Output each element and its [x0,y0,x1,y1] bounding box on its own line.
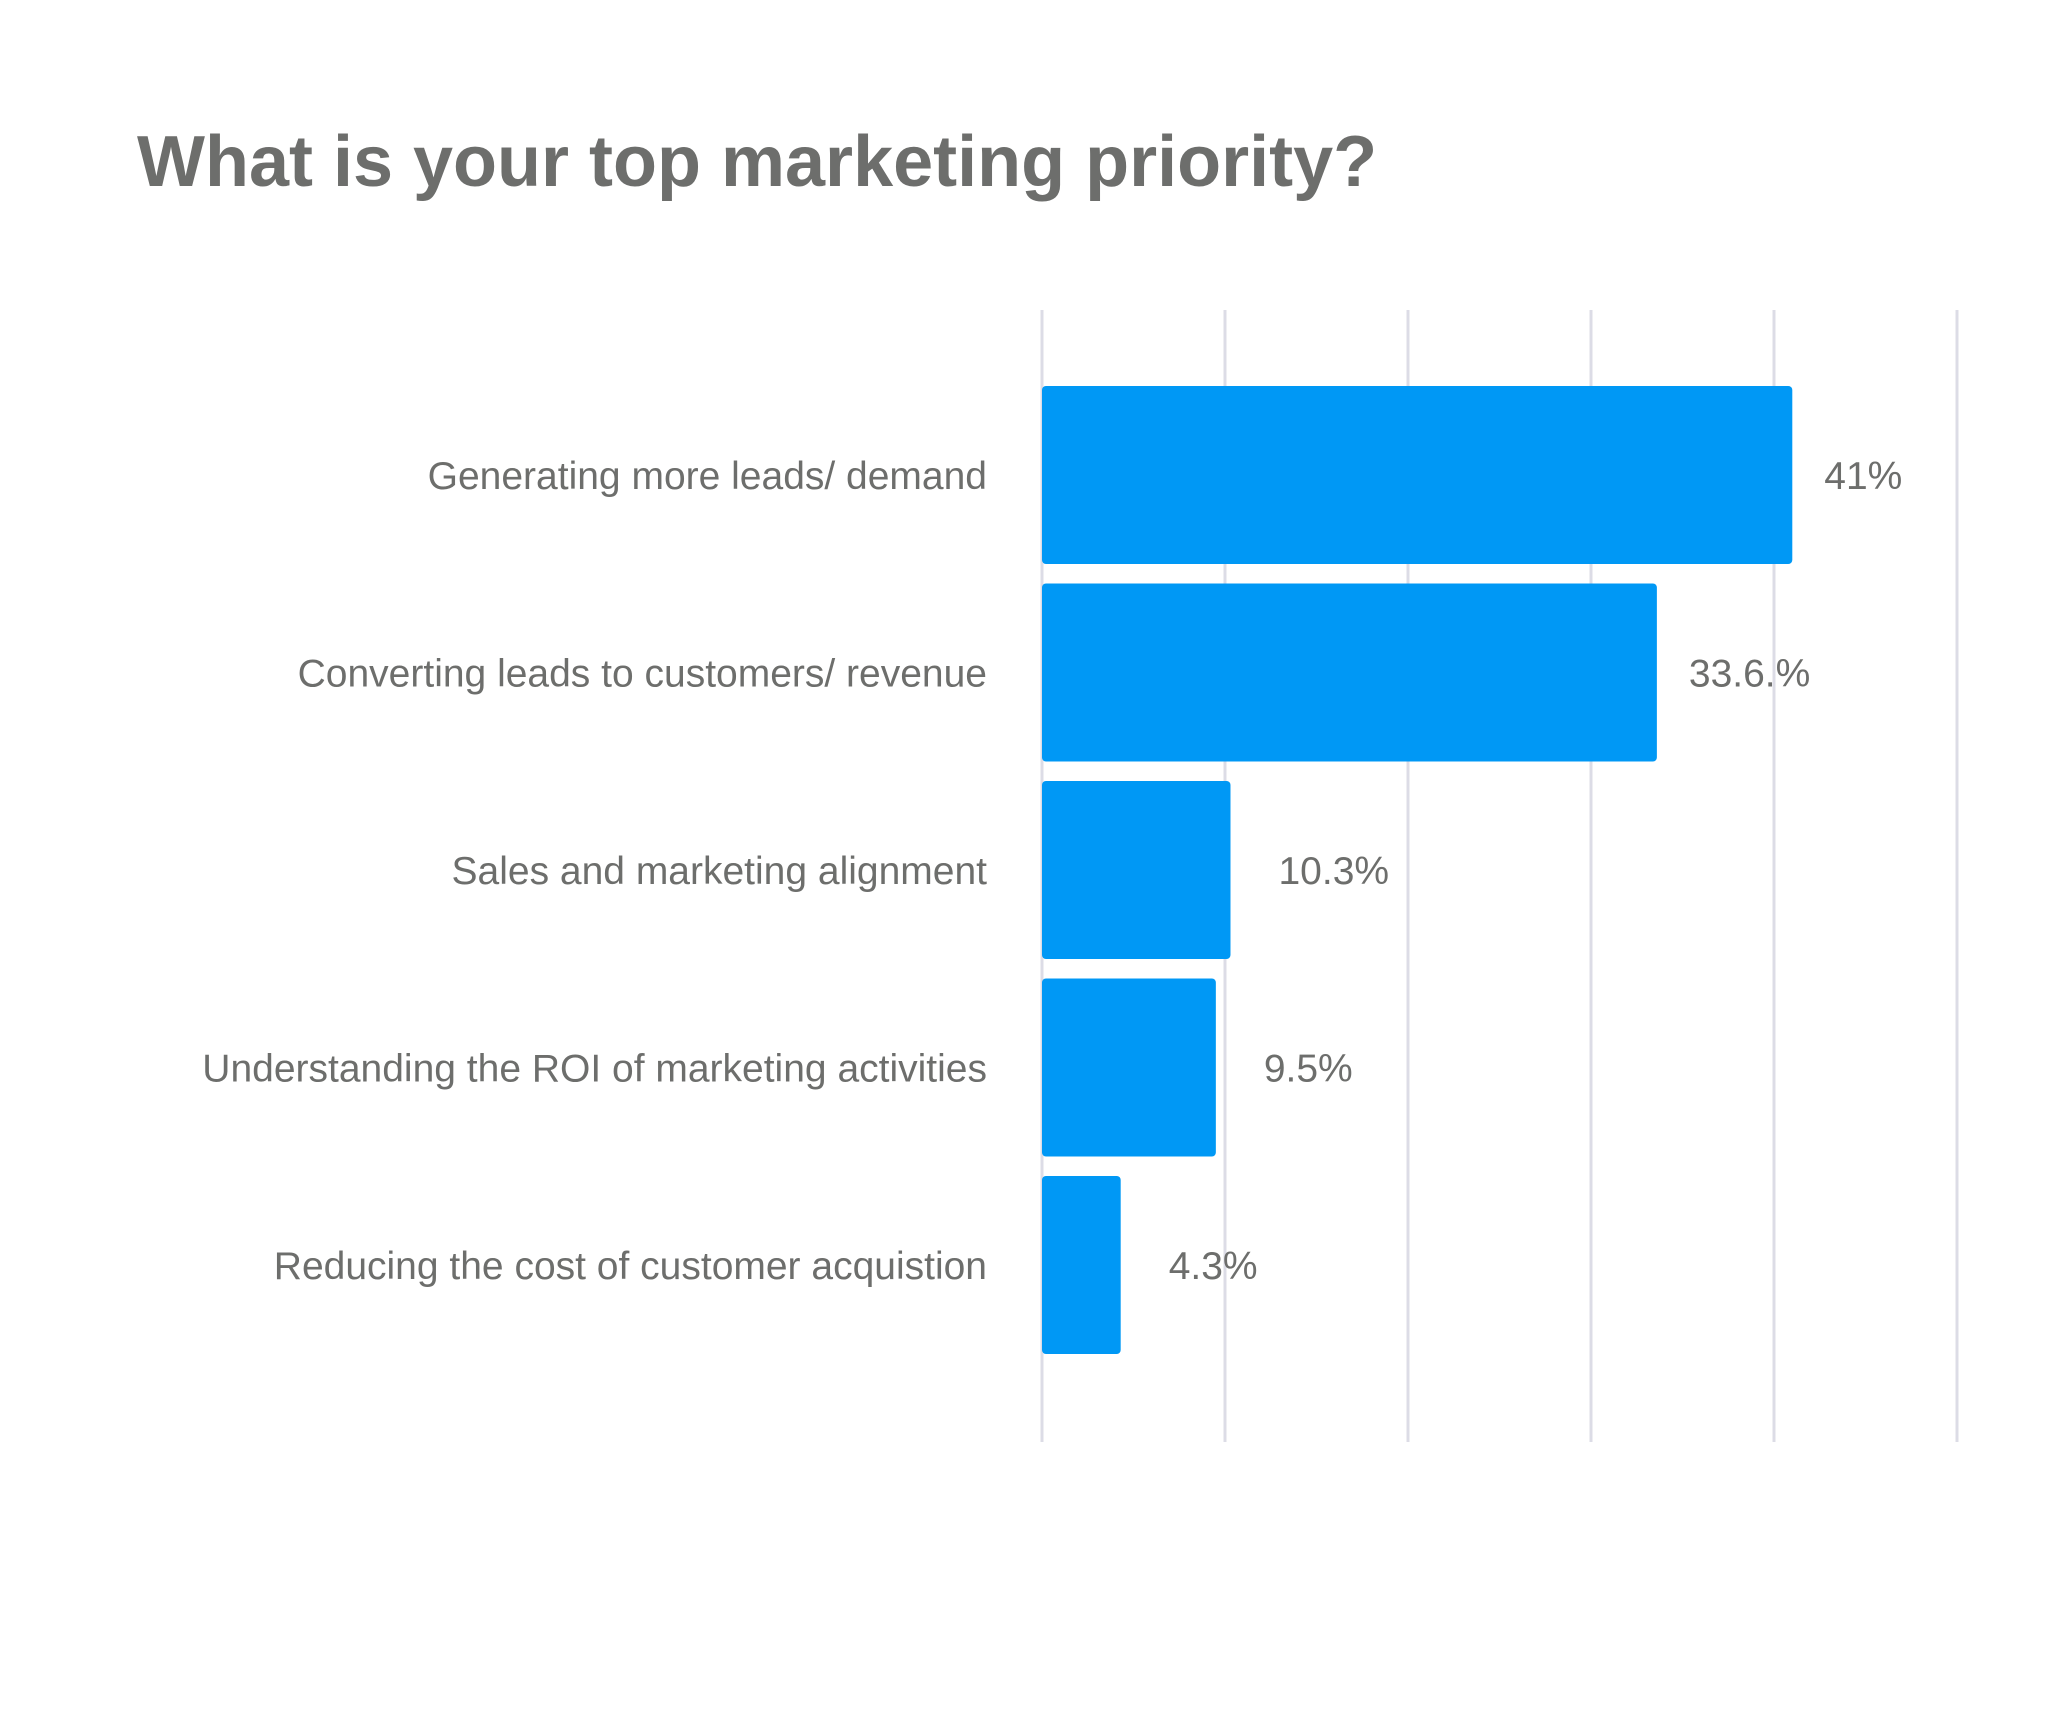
value-label: 4.3% [1169,1245,1258,1288]
category-label: Generating more leads/ demand [428,455,987,498]
category-label: Understanding the ROI of marketing activ… [202,1048,987,1091]
bar [1042,1176,1121,1354]
value-label: 10.3% [1278,850,1389,893]
bar [1042,583,1657,762]
bar [1042,978,1216,1157]
value-label: 41% [1824,455,1902,498]
category-label: Converting leads to customers/ revenue [298,653,987,696]
category-label: Reducing the cost of customer acquistion [274,1245,987,1288]
bar [1042,386,1793,564]
chart-title: What is your top marketing priority? [137,122,1378,202]
value-label: 9.5% [1264,1048,1353,1091]
category-label: Sales and marketing alignment [452,850,988,893]
bar [1042,781,1231,959]
value-label: 33.6.% [1689,653,1810,696]
labels: Generating more leads/ demand 41% Converti… [202,455,1902,1288]
bars [1042,386,1793,1354]
